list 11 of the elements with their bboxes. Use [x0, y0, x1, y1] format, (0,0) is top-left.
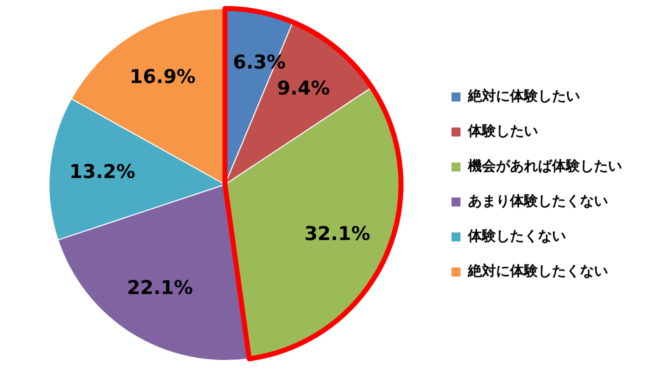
legend-label: あまり体験したくない — [468, 194, 608, 210]
legend-label: 体験したくない — [467, 228, 566, 245]
legend-label: 絶対に体験したくない — [467, 262, 608, 280]
data-label: 22.1% — [127, 277, 193, 300]
legend-label: 機会があれば体験したい — [467, 158, 622, 175]
data-label: 13.2% — [69, 160, 136, 183]
legend-label: 体験したい — [467, 124, 538, 140]
data-label: 32.1% — [304, 223, 370, 246]
legend-label: 絶対に体験したい — [467, 88, 580, 105]
data-label: 9.4% — [277, 78, 330, 100]
data-label: 16.9% — [130, 66, 196, 88]
